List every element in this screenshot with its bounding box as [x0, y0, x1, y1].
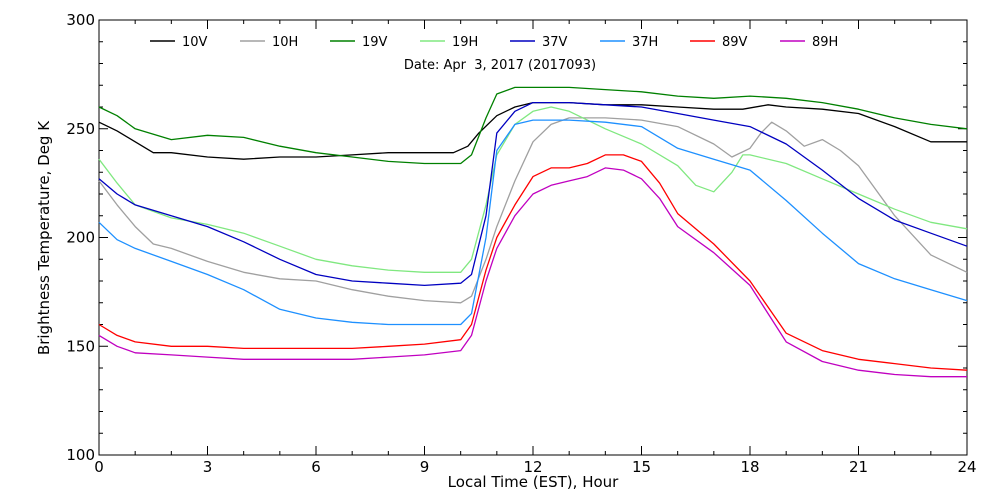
legend-label-19h: 19H — [452, 35, 478, 50]
series-line-89h — [98, 167, 967, 378]
x-tick-label: 0 — [94, 458, 104, 476]
x-axis-label: Local Time (EST), Hour — [448, 473, 619, 491]
legend-label-19v: 19V — [362, 35, 388, 50]
plot-frame — [98, 19, 968, 456]
x-tick-label: 12 — [523, 458, 542, 476]
y-tick-label: 100 — [66, 446, 95, 464]
series-lines — [98, 86, 968, 378]
series-line-37v — [98, 101, 968, 287]
y-axis-label: Brightness Temperature, Deg K — [35, 120, 53, 355]
series-line-37h — [98, 119, 968, 326]
legend: 10V 10H 19V 19H 37V 37H 89V 89H — [150, 35, 838, 50]
y-tick-label: 300 — [66, 11, 95, 29]
y-tick-label: 200 — [66, 229, 95, 247]
x-tick-label: 18 — [740, 458, 759, 476]
series-line-19v — [98, 86, 968, 165]
axis-ticks: 0 3 6 9 12 15 18 21 24 100 150 200 250 300 — [66, 11, 976, 476]
series-line-10v — [98, 101, 967, 160]
series-line-10h — [98, 117, 968, 304]
x-tick-label: 6 — [311, 458, 321, 476]
legend-label-89v: 89V — [722, 35, 748, 50]
legend-label-10v: 10V — [182, 35, 208, 50]
y-tick-label: 150 — [66, 337, 95, 355]
x-tick-label: 24 — [957, 458, 976, 476]
x-tick-label: 9 — [420, 458, 430, 476]
series-line-89v — [98, 154, 968, 371]
x-tick-label: 21 — [849, 458, 868, 476]
legend-label-37v: 37V — [542, 35, 568, 50]
x-tick-label: 15 — [632, 458, 651, 476]
legend-label-37h: 37H — [632, 35, 658, 50]
legend-label-10h: 10H — [272, 35, 298, 50]
x-tick-label: 3 — [203, 458, 213, 476]
chart-subtitle: Date: Apr 3, 2017 (2017093) — [404, 58, 596, 73]
legend-label-89h: 89H — [812, 35, 838, 50]
y-tick-label: 250 — [66, 120, 95, 138]
series-line-19h — [98, 106, 968, 273]
